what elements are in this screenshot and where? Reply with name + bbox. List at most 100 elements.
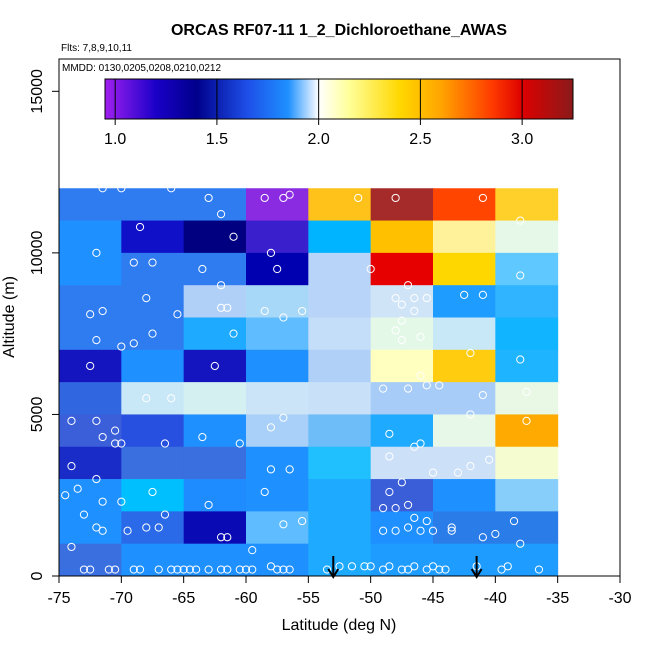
heatmap-cell [121,188,185,222]
heatmap-cell [246,446,309,480]
colorbar-ticks: 1.0 1.5 2.0 2.5 3.0 [104,79,533,148]
x-tick-label: -75 [47,590,70,607]
heatmap-cell [246,511,309,545]
x-tick-label: -55 [297,590,320,607]
heatmap-cell [495,349,559,383]
sample-point [129,258,138,267]
sample-point [410,513,419,522]
heatmap-cell [370,446,434,480]
sample-point [397,300,406,309]
sample-point [447,523,456,532]
heatmap-cell [433,317,496,351]
sample-point [279,413,288,422]
heatmap-cell [370,252,434,286]
sample-point [260,487,269,497]
sample-point [509,516,519,526]
sample-point [117,184,126,193]
sample-point [235,565,244,574]
sample-point [410,306,419,316]
heatmap-cell [183,220,247,254]
sample-point [522,387,531,396]
heatmap-cell [495,317,559,351]
heatmap-cell [246,188,309,222]
heatmap-cell [183,317,247,351]
sample-point [216,210,226,219]
heatmap-cell [433,543,496,577]
heatmap-cell [308,511,372,545]
sample-point [86,310,95,319]
heatmap-cell [370,188,434,222]
y-tick-label: 5000 [29,397,46,433]
heatmap-cell [246,220,309,254]
sample-point [391,326,400,335]
sample-point [516,216,525,225]
sample-point [403,523,413,532]
heatmap-cell [59,285,122,318]
x-tick-label: -35 [546,590,569,607]
sample-point [422,516,431,526]
sample-point [98,432,107,442]
heatmap-cell [59,446,122,480]
sample-point [204,193,213,203]
chart-title: ORCAS RF07-11 1_2_Dichloroethane_AWAS [171,22,507,39]
sample-point [79,510,89,519]
sample-point [391,294,400,303]
sample-point [385,487,394,497]
sample-point [98,184,107,193]
sample-point [210,361,219,371]
sample-point [260,193,269,203]
heatmap-cell [121,317,185,351]
heatmap-cell [246,252,309,286]
heatmap-cell [121,446,185,480]
sample-point [453,468,463,477]
heatmap-cell [495,479,559,512]
sample-point [111,439,120,448]
sample-point [117,497,126,506]
sample-point [397,565,406,574]
heatmap-cell [308,349,372,383]
heatmap-cell [59,382,122,415]
heatmap-cell [246,479,309,512]
sample-point [435,381,444,390]
heatmap-cell [308,252,372,286]
sample-point [266,423,276,432]
sample-point [216,303,226,312]
colorbar-tick-label: 1.0 [104,131,126,148]
sample-point [129,565,138,574]
y-tick-label: 15000 [29,69,46,114]
sample-point [516,271,525,280]
sample-point [366,562,375,571]
sample-point [403,500,413,510]
sample-point [79,565,89,574]
x-axis: -75 -70 -65 -60 -55 -50 -45 -40 -35 -30 [47,575,632,607]
sample-point [322,565,332,574]
heatmap-cell [183,252,247,286]
sample-point [416,371,425,380]
sample-point [117,439,126,448]
heatmap-cell [308,317,372,351]
heatmap-cell [370,511,434,545]
sample-point [298,306,307,316]
sample-point [447,526,456,535]
heatmap-cell [59,188,122,222]
sample-point [229,232,238,241]
sample-point [279,313,288,322]
sample-point [223,533,232,542]
sample-point [422,565,431,574]
sample-point [410,294,419,303]
sample-point [129,339,138,348]
sample-point [416,332,425,341]
heatmap-cell [121,285,185,318]
sample-point [428,526,438,535]
sample-point [466,462,475,471]
heatmap-cell [495,252,559,286]
sample-point [497,565,506,574]
heatmap-cell [370,349,434,383]
heatmap-cell [433,220,496,254]
sample-point [117,342,126,351]
sample-point [142,294,151,303]
sample-point [167,184,176,193]
sample-point [516,355,525,364]
sample-point [198,264,207,274]
heatmap-cell [370,479,434,512]
